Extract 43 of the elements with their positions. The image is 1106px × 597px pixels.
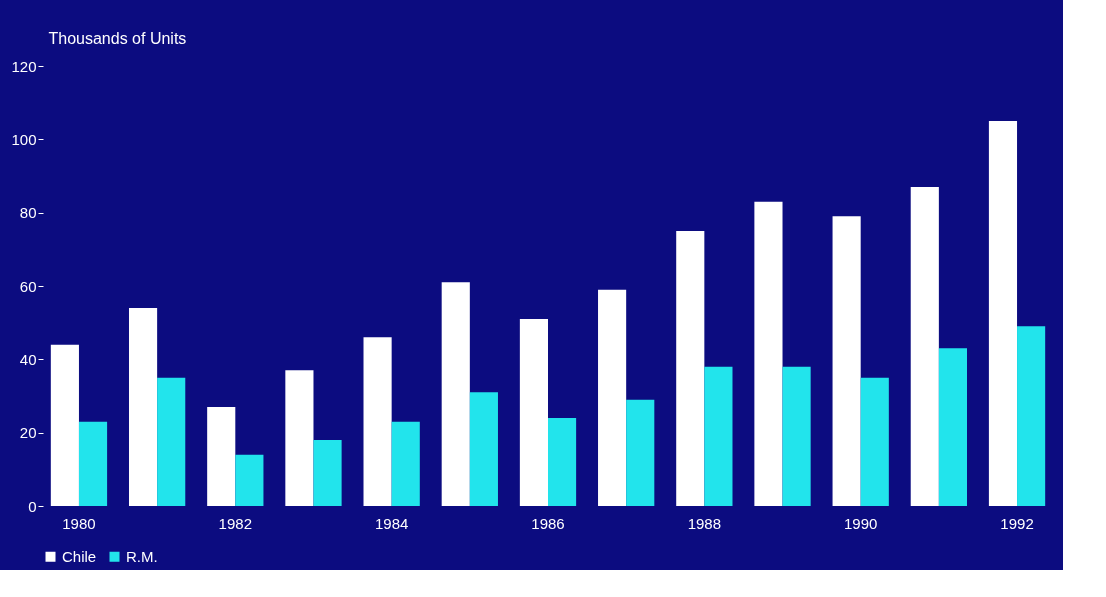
bar [598,289,627,506]
bar [1017,326,1046,506]
bar [128,308,158,506]
x-tick-label: 1982 [218,514,252,532]
bar [676,231,705,506]
y-tick-label: 80 [19,204,37,222]
y-tick-label: 40 [19,350,37,368]
bar [754,201,783,506]
bar [704,366,733,506]
bar [78,421,108,506]
bar [988,121,1018,506]
bar [50,344,79,506]
bar [832,216,861,506]
bar [519,319,548,506]
legend-label: R.M. [126,547,158,565]
x-tick-label: 1992 [1000,514,1034,532]
bar [207,407,236,506]
y-tick-label: 20 [19,424,37,442]
bar [469,392,498,506]
bar [235,454,264,506]
x-tick-label: 1984 [374,514,409,532]
x-tick-label: 1980 [62,514,96,532]
bar [860,377,889,506]
y-tick-label: 0 [28,497,37,515]
bar [441,282,470,506]
bar [391,421,420,506]
bar [363,337,392,506]
bar [548,418,577,506]
bar [313,440,342,506]
bar [626,399,655,506]
bar [782,366,811,506]
x-tick-label: 1988 [687,514,722,532]
bar [938,348,968,506]
bar [285,370,314,506]
bar [157,377,186,506]
y-axis-title: Thousands of Units [48,29,187,47]
x-tick-label: 1986 [531,514,565,532]
bar [910,187,939,506]
x-tick-label: 1990 [844,514,878,532]
y-tick-label: 120 [11,57,37,75]
y-tick-label: 60 [19,277,37,295]
y-tick-label: 100 [11,130,37,148]
legend-label: Chile [62,547,97,565]
